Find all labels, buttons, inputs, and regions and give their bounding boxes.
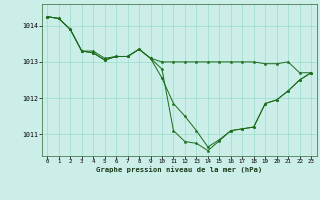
X-axis label: Graphe pression niveau de la mer (hPa): Graphe pression niveau de la mer (hPa)	[96, 167, 262, 173]
